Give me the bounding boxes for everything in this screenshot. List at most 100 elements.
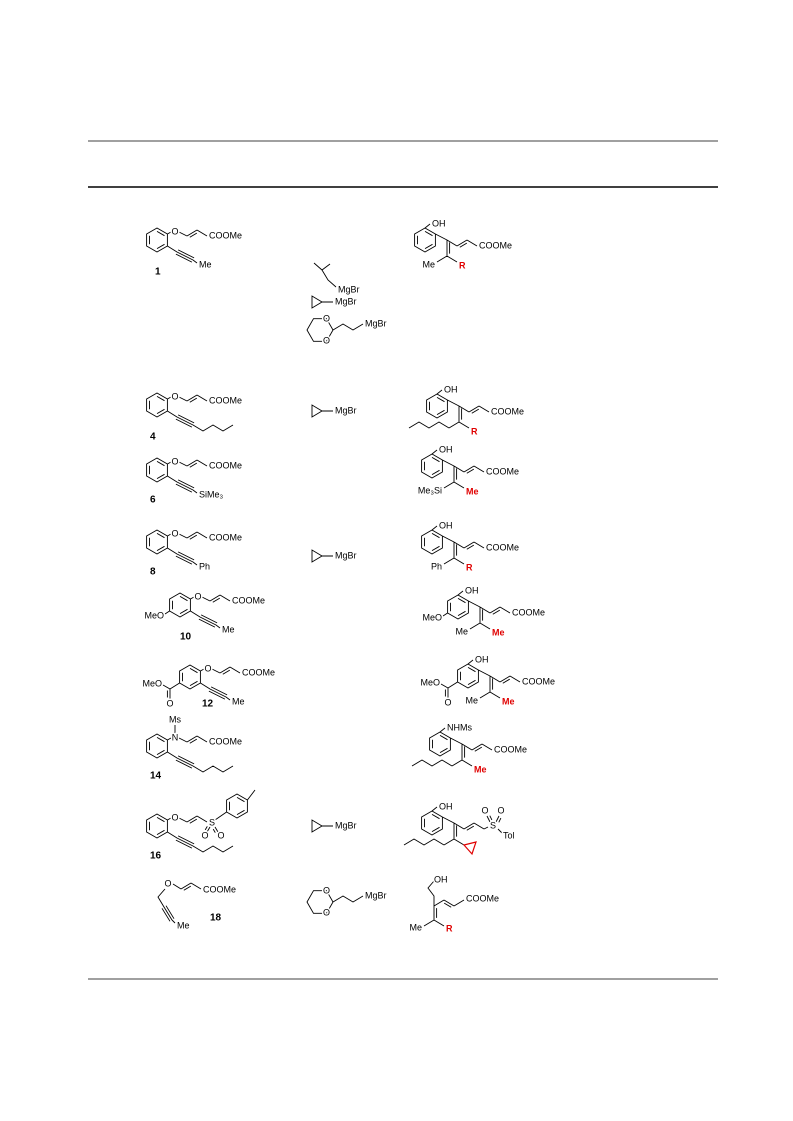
atom-label: R: [466, 562, 473, 572]
atom-label: Me: [474, 764, 487, 774]
compound-number: 4: [150, 432, 156, 443]
atom-label: O: [194, 591, 201, 601]
reagent-label: MgBr: [338, 284, 360, 294]
atom-label: NHMs: [447, 722, 472, 732]
compound-number: 16: [150, 851, 162, 862]
atom-label: OH: [432, 218, 446, 228]
structure-bonds: [146, 529, 208, 566]
atom-label: COOMe: [209, 532, 242, 542]
atom-label: COOMe: [209, 736, 242, 746]
atom-label: S: [490, 820, 496, 830]
reagent-label: O: [323, 885, 330, 895]
atom-label: Me: [465, 695, 478, 705]
reagent-bonds: [306, 890, 364, 914]
compound-number: 6: [150, 495, 156, 506]
atom-label: COOMe: [522, 676, 555, 686]
atom-label: O: [444, 697, 451, 707]
highlight-group: [462, 841, 477, 856]
atom-label: O: [204, 663, 211, 673]
atom-label: COOMe: [209, 230, 242, 240]
atom-label: O: [166, 698, 173, 708]
reagent-label: MgBr: [365, 318, 387, 328]
compound-number: 18: [210, 913, 222, 924]
atom-label: Me: [177, 920, 190, 930]
structure-bonds: [423, 880, 465, 927]
structure-bonds: [440, 659, 521, 699]
atom-label: R: [471, 426, 478, 436]
atom-label: Me: [232, 696, 245, 706]
structure-bonds: [146, 227, 208, 264]
atom-label: COOMe: [491, 406, 524, 416]
atom-label: OH: [444, 384, 458, 394]
atom-label: COOMe: [494, 744, 527, 754]
atom-label: Me: [409, 922, 422, 932]
atom-label: Me: [455, 626, 468, 636]
compound-number: 8: [150, 567, 156, 578]
structure-bonds: [162, 664, 241, 701]
atom-label: COOMe: [209, 460, 242, 470]
atom-label: O: [217, 830, 224, 840]
atom-label: MeO: [422, 612, 442, 622]
structure-bonds: [146, 789, 256, 853]
atom-label: COOMe: [479, 240, 512, 250]
atom-label: O: [171, 812, 178, 822]
atom-label: S: [209, 817, 215, 827]
reagent-label: MgBr: [335, 405, 357, 415]
atom-label: MeO: [142, 678, 162, 688]
structure-bonds: [421, 525, 485, 565]
structure-bonds: [157, 882, 202, 924]
structure-bonds: [164, 592, 231, 629]
atom-label: OH: [439, 444, 453, 454]
atom-label: R: [459, 260, 466, 270]
structure-bonds: [146, 457, 208, 494]
atom-label: MeO: [144, 610, 164, 620]
compound-number: 14: [150, 771, 162, 782]
atom-label: O: [171, 391, 178, 401]
structure-bonds: [408, 389, 490, 429]
atom-label: COOMe: [486, 542, 519, 552]
atom-label: O: [497, 805, 504, 815]
reagent-bonds: [306, 262, 364, 342]
reagent-label: O: [323, 313, 330, 323]
reagent-label: O: [323, 907, 330, 917]
reagent-label: MgBr: [335, 820, 357, 830]
reagent-label: O: [323, 335, 330, 345]
compound-number: 1: [155, 267, 161, 278]
atom-label: R: [446, 923, 453, 933]
structure-bonds: [421, 449, 485, 489]
atom-label: O: [171, 456, 178, 466]
atom-label: COOMe: [512, 607, 545, 617]
structure-bonds: [146, 725, 234, 773]
atom-label: Me: [199, 259, 212, 269]
reagent-label: MgBr: [335, 550, 357, 560]
reagent-label: MgBr: [335, 296, 357, 306]
atom-label: Me: [422, 259, 435, 269]
atom-label: Tol: [503, 830, 515, 840]
atom-label: OH: [465, 585, 479, 595]
compound-number: 10: [180, 632, 192, 643]
atom-label: SiMe₃: [199, 489, 224, 499]
atom-label: OH: [434, 874, 448, 884]
atom-label: O: [171, 528, 178, 538]
atom-label: N: [172, 732, 179, 742]
atom-label: COOMe: [242, 667, 275, 677]
structure-bonds: [403, 806, 503, 846]
atom-label: COOMe: [486, 466, 519, 476]
atom-label: O: [164, 878, 171, 888]
atom-label: Ph: [431, 561, 442, 571]
atom-label: OH: [475, 654, 489, 664]
atom-label: Me: [502, 696, 515, 706]
structure-bonds: [442, 590, 511, 630]
atom-label: O: [481, 805, 488, 815]
atom-label: COOMe: [203, 884, 236, 894]
atom-label: COOMe: [209, 395, 242, 405]
reagent-bonds: [311, 819, 333, 833]
atom-label: Ph: [199, 561, 210, 571]
atom-label: COOMe: [232, 595, 265, 605]
atom-label: Me: [222, 624, 235, 634]
reagent-bonds: [311, 404, 333, 418]
atom-label: OH: [439, 801, 453, 811]
structure-bonds: [146, 392, 234, 432]
